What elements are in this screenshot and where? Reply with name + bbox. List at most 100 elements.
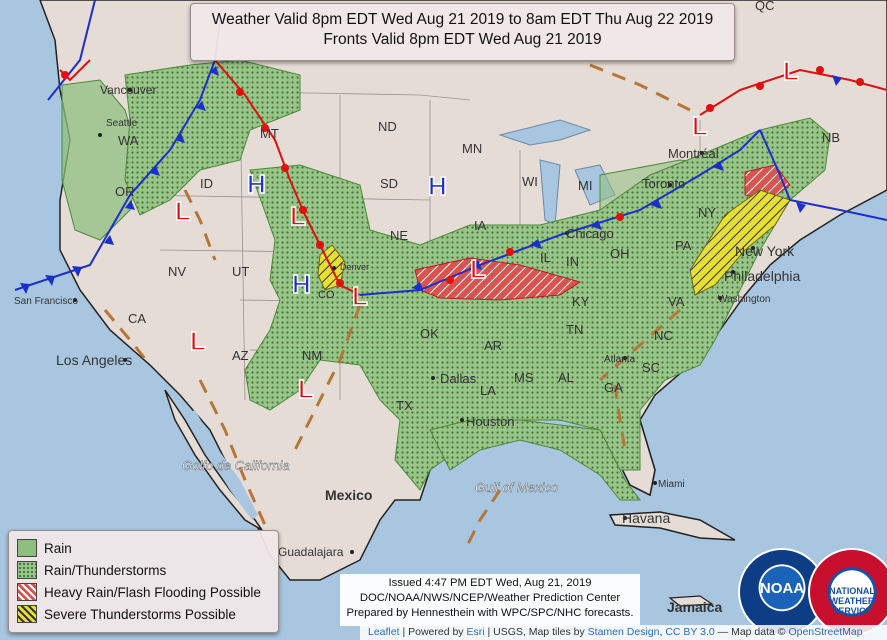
map-title-weather: Weather Valid 8pm EDT Wed Aug 21 2019 to… [211, 11, 714, 28]
label-ne: NE [390, 228, 408, 243]
jamaica-island [668, 595, 714, 607]
low-pressure-center: L [470, 254, 486, 284]
legend-swatch-heavy-rain [17, 583, 37, 601]
low-pressure-center: L [175, 196, 191, 226]
label-gulf-of-mexico: Gulf of Mexico [475, 480, 558, 495]
label-guadalajara: Guadalajara [278, 545, 344, 559]
label-ca: CA [128, 311, 146, 326]
label-nv: NV [168, 264, 186, 279]
label-nm: NM [302, 348, 322, 363]
label-denver: Denver [340, 262, 369, 272]
high-pressure-center: H [428, 171, 447, 201]
label-mi: MI [578, 178, 592, 193]
label-co: CO [318, 289, 335, 301]
cc-link[interactable]: CC BY 3.0 [665, 626, 715, 638]
label-washington: Washington [718, 294, 770, 305]
label-golfo-de-california: Golfo de California [182, 458, 290, 473]
label-ia: IA [474, 218, 487, 233]
label-wa: WA [118, 133, 139, 148]
label-mt: MT [260, 126, 279, 141]
legend-label: Heavy Rain/Flash Flooding Possible [44, 584, 261, 600]
label-montreal: Montréal [668, 146, 719, 161]
label-az: AZ [232, 348, 249, 363]
issued-info-box: Issued 4:47 PM EDT Wed, Aug 21, 2019 DOC… [340, 574, 640, 626]
low-pressure-center: L [190, 326, 206, 356]
heavy-rain-area-midwest [414, 257, 582, 301]
trough-mexico [198, 379, 267, 526]
low-pressure-center: L [692, 111, 708, 141]
attribution-powered: | Powered by [402, 626, 464, 638]
label-wi: WI [522, 174, 538, 189]
rain-thunderstorms-central [244, 117, 831, 491]
label-seattle: Seattle [106, 118, 138, 129]
label-houston: Houston [466, 414, 514, 429]
label-los-angeles: Los Angeles [56, 352, 132, 368]
high-pressure-center: H [292, 269, 311, 299]
label-miami: Miami [658, 479, 685, 490]
esri-link[interactable]: Esri [466, 626, 485, 638]
label-mexico: Mexico [325, 487, 372, 503]
map-title-fronts: Fronts Valid 8pm EDT Wed Aug 21 2019 [323, 31, 602, 48]
label-ar: AR [484, 338, 502, 353]
label-mn: MN [462, 141, 482, 156]
leaflet-link[interactable]: Leaflet [368, 626, 400, 638]
label-ms: MS [514, 370, 534, 385]
label-vancouver: Vancouver [100, 83, 156, 97]
low-pressure-center: L [352, 281, 368, 311]
severe-area-mid-atlantic [689, 189, 791, 296]
label-ny: NY [698, 205, 716, 220]
label-tn: TN [566, 322, 583, 337]
label-toronto: Toronto [642, 176, 685, 191]
rain-area-pacific-nw [61, 79, 141, 241]
label-la: LA [480, 383, 496, 398]
label-ut: UT [232, 264, 249, 279]
cold-front-triangles [20, 66, 842, 294]
trough-west [183, 189, 217, 261]
label-atlanta: Atlanta [604, 354, 636, 365]
label-in: IN [566, 254, 579, 269]
nws-logo-text: NATIONAL WEATHER SERVICE [829, 586, 875, 616]
legend: Rain Rain/Thunderstorms Heavy Rain/Flash… [8, 530, 279, 633]
trough-southeast [599, 308, 681, 382]
legend-item-heavy-rain: Heavy Rain/Flash Flooding Possible [17, 582, 261, 602]
low-pressure-center: L [290, 201, 306, 231]
osm-link[interactable]: OpenStreetMap [788, 626, 863, 638]
stationary-front-rockies [214, 59, 361, 296]
label-philadelphia: Philadelphia [724, 268, 800, 284]
trough-california [103, 309, 152, 366]
legend-item-severe: Severe Thunderstorms Possible [17, 604, 236, 624]
city-dots [73, 88, 755, 554]
label-dallas: Dallas [440, 371, 477, 386]
legend-item-rain: Rain [17, 538, 72, 558]
trough-texas [293, 304, 362, 451]
label-nc: NC [654, 328, 673, 343]
label-al: AL [558, 370, 574, 385]
issued-prepared-by: Prepared by Hennesthein with WPC/SPC/NHC… [346, 607, 634, 619]
cold-front-east [759, 129, 887, 221]
legend-swatch-severe [17, 605, 37, 623]
label-new-york: New York [735, 243, 795, 259]
legend-swatch-rain [17, 539, 37, 557]
stamen-link[interactable]: Stamen Design [587, 626, 660, 638]
label-chicago: Chicago [566, 226, 614, 241]
stationary-front-central [359, 129, 761, 296]
label-san-francisco: San Francisco [14, 296, 78, 307]
legend-label: Severe Thunderstorms Possible [44, 606, 236, 622]
label-qc: QC [755, 0, 775, 13]
noaa-logo-text: NOAA [759, 580, 805, 597]
trough-florida [613, 384, 627, 451]
cuba [608, 511, 736, 541]
warm-front-semicircles [61, 66, 864, 287]
label-or: OR [115, 184, 135, 199]
label-va: VA [668, 294, 685, 309]
trough-gulf [463, 489, 502, 551]
pressure-centers: H H H L L L L L L L L [174, 55, 800, 405]
cold-front-northwest [47, 0, 96, 101]
label-id: ID [200, 176, 213, 191]
label-nb: NB [822, 130, 840, 145]
label-sc: SC [642, 360, 660, 375]
label-il: IL [540, 250, 551, 265]
nws-logo[interactable]: NATIONAL WEATHER SERVICE [808, 548, 887, 636]
